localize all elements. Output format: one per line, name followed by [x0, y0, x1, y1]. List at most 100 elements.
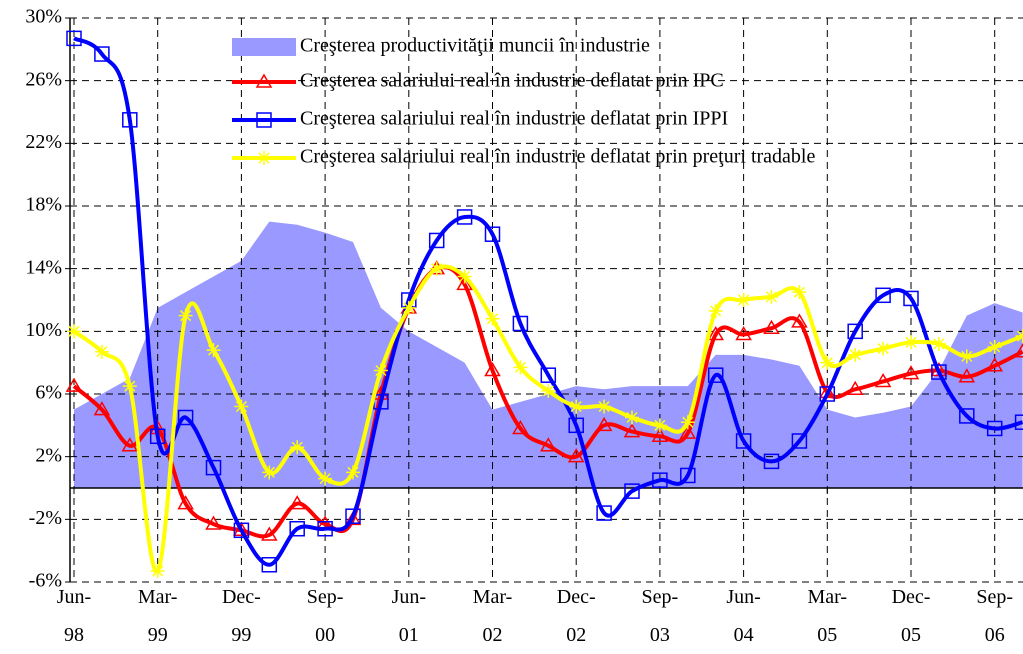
legend: Creşterea productivităţii muncii în indu…	[232, 35, 815, 168]
marker	[651, 427, 669, 443]
marker	[708, 303, 723, 318]
marker	[150, 564, 165, 579]
marker	[902, 365, 920, 380]
legend-label: Creşterea productivităţii muncii în indu…	[300, 35, 650, 57]
y-tick-label: 2%	[35, 444, 62, 466]
marker	[484, 362, 501, 377]
marker	[735, 325, 752, 341]
marker	[820, 355, 835, 370]
marker	[257, 151, 271, 165]
x-tick-label: Mar- 05	[807, 586, 848, 646]
chart-page: -6% -2% 2% 6% 10% 14% 18% 22% 26% 30% Creşterea pr…	[25, 6, 1023, 646]
x-tick-label: Mar- 99	[137, 586, 178, 646]
marker	[931, 336, 946, 351]
line	[73, 36, 1023, 567]
marker	[959, 349, 974, 364]
marker	[679, 424, 697, 439]
marker	[261, 557, 278, 573]
marker	[428, 232, 445, 249]
y-tick-label: 30%	[25, 6, 62, 28]
y-tick-label: 18%	[25, 194, 62, 216]
marker	[256, 112, 272, 128]
marker	[597, 399, 612, 414]
marker	[707, 325, 725, 341]
marker	[986, 420, 1003, 437]
marker	[485, 311, 500, 326]
x-tick-label: Mar- 02	[472, 586, 513, 646]
marker	[848, 347, 863, 362]
marker	[205, 459, 222, 476]
marker	[931, 364, 947, 380]
x-tick-label: Jun- 01	[391, 586, 427, 646]
legend-swatch	[232, 38, 296, 56]
marker	[819, 386, 836, 402]
marker	[205, 515, 222, 530]
marker	[791, 313, 808, 328]
x-tick-label: Dec- 05	[891, 586, 931, 646]
marker	[260, 526, 278, 541]
marker	[792, 285, 807, 300]
marker	[680, 415, 695, 430]
marker	[541, 383, 556, 398]
marker	[429, 261, 444, 276]
marker	[234, 399, 249, 414]
marker	[903, 290, 919, 307]
marker	[122, 112, 138, 128]
area	[74, 221, 1023, 488]
marker	[121, 437, 139, 452]
marker	[736, 293, 751, 307]
x-tick-label: Dec- 99	[221, 586, 261, 646]
marker	[65, 377, 83, 392]
y-tick-label: 14%	[25, 256, 62, 278]
marker	[289, 520, 305, 537]
y-tick-label: -2%	[29, 507, 62, 529]
marker	[764, 289, 779, 304]
marker	[512, 419, 529, 435]
legend-label: Creşterea salariului real în industrie d…	[300, 146, 815, 168]
marker	[680, 467, 696, 484]
marker	[625, 410, 639, 425]
x-tick-label: Jun- 98	[56, 586, 92, 646]
marker	[290, 440, 305, 455]
marker	[875, 287, 891, 304]
marker	[206, 343, 221, 358]
marker	[763, 319, 780, 334]
marker	[177, 495, 194, 510]
marker	[317, 520, 333, 537]
marker	[318, 471, 333, 486]
marker	[262, 465, 277, 480]
marker	[149, 428, 166, 445]
marker	[624, 483, 640, 499]
x-tick-label: Sep- 06	[976, 586, 1014, 646]
marker	[735, 433, 752, 449]
marker	[456, 209, 473, 225]
marker	[93, 401, 111, 416]
marker	[846, 380, 864, 396]
marker	[567, 448, 585, 463]
marker	[874, 372, 892, 388]
marker	[596, 505, 612, 521]
y-tick-label: -6%	[29, 570, 62, 592]
marker	[569, 399, 584, 414]
y-tick-label: 6%	[35, 382, 62, 404]
legend-label: Creşterea salariului real în industrie d…	[300, 70, 724, 92]
marker	[595, 416, 613, 432]
x-tick-label: Dec- 02	[556, 586, 596, 646]
marker	[233, 522, 250, 539]
marker	[345, 508, 361, 524]
marker	[904, 335, 918, 350]
marker	[958, 368, 976, 383]
marker	[512, 315, 529, 332]
marker	[763, 453, 780, 470]
marker	[986, 357, 1004, 372]
marker	[177, 409, 194, 426]
marker	[233, 521, 250, 537]
marker	[66, 30, 82, 47]
y-tick-label: 22%	[25, 131, 62, 153]
marker	[513, 360, 528, 375]
marker	[876, 341, 891, 356]
marker	[255, 73, 273, 88]
x-tick-label: Jun- 04	[726, 586, 761, 646]
marker	[373, 363, 388, 378]
marker	[178, 308, 193, 323]
